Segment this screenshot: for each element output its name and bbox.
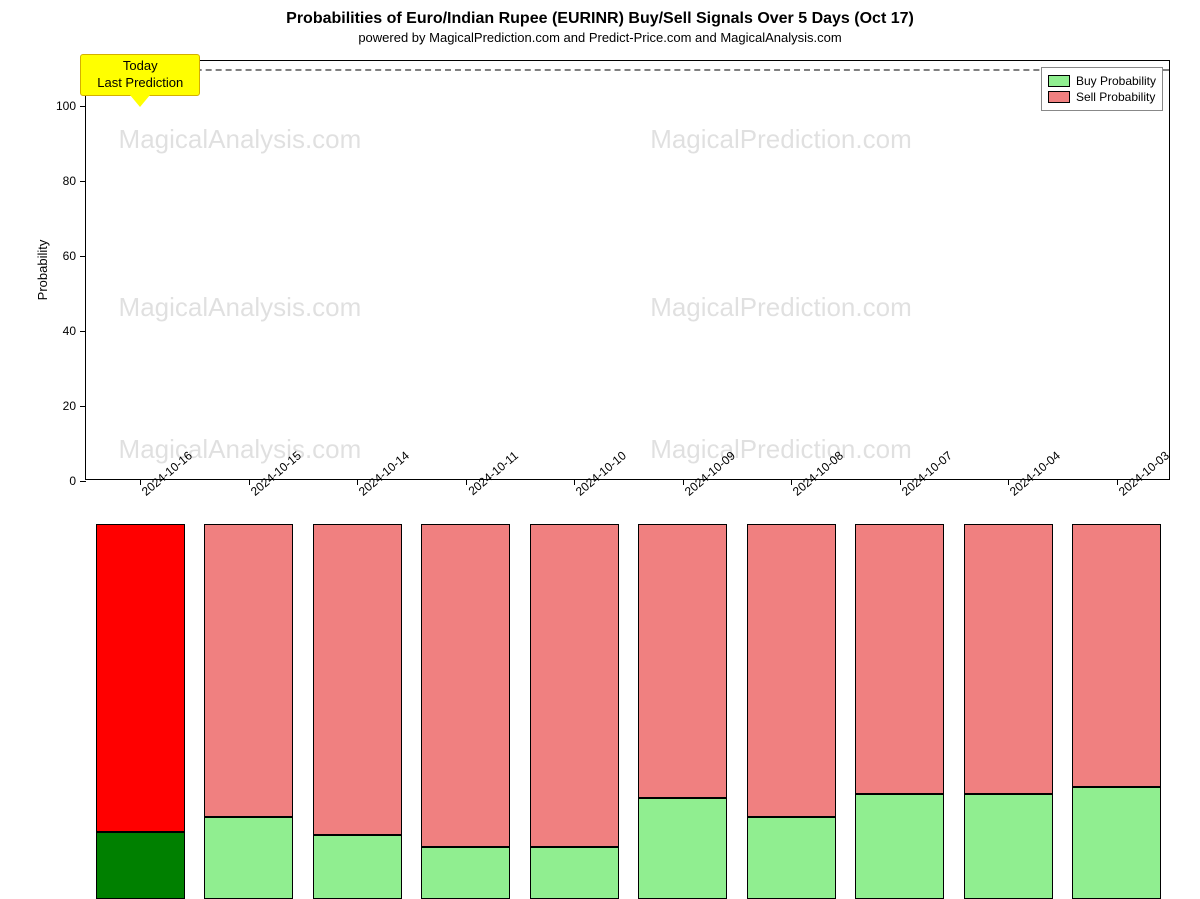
x-tick-mark [574,479,575,485]
y-tick-mark [80,106,86,107]
legend-label: Buy Probability [1076,74,1156,88]
y-tick-label: 40 [63,324,76,338]
x-tick-mark [466,479,467,485]
bar-sell [96,524,185,832]
bar-buy [96,832,185,899]
legend: Buy Probability Sell Probability [1041,67,1163,111]
chart-container: Probabilities of Euro/Indian Rupee (EURI… [0,0,1200,600]
today-callout: Today Last Prediction [80,54,200,96]
y-tick-label: 60 [63,249,76,263]
y-tick-label: 100 [56,99,76,113]
bar-buy [855,794,944,899]
x-tick-mark [249,479,250,485]
legend-item: Buy Probability [1048,74,1156,88]
x-tick-mark [900,479,901,485]
bar-buy [530,847,619,899]
bar-sell [964,524,1053,794]
x-tick-mark [1008,479,1009,485]
x-tick-mark [1117,479,1118,485]
bar-sell [313,524,402,835]
y-tick-mark [80,481,86,482]
bar-buy [1072,787,1161,899]
bar-buy [421,847,510,899]
plot-area: MagicalAnalysis.comMagicalPrediction.com… [85,60,1170,480]
chart-title: Probabilities of Euro/Indian Rupee (EURI… [0,0,1200,28]
bar-layer [86,61,1169,479]
bar-buy [747,817,836,899]
bar-sell [747,524,836,817]
y-tick-mark [80,406,86,407]
x-tick-mark [357,479,358,485]
bar-sell [855,524,944,794]
legend-item: Sell Probability [1048,90,1156,104]
bar-sell [204,524,293,817]
bar-buy [964,794,1053,899]
callout-tail [130,95,150,107]
x-tick-mark [683,479,684,485]
bar-sell [530,524,619,847]
x-tick-mark [140,479,141,485]
y-tick-label: 80 [63,174,76,188]
y-tick-label: 0 [69,474,76,488]
bar-buy [204,817,293,899]
y-tick-mark [80,256,86,257]
legend-label: Sell Probability [1076,90,1155,104]
callout-line1: Today [91,58,189,75]
bar-sell [638,524,727,798]
y-axis-label: Probability [35,240,50,301]
bar-buy [313,835,402,899]
y-tick-mark [80,331,86,332]
callout-line2: Last Prediction [91,75,189,92]
bar-sell [421,524,510,847]
y-tick-mark [80,181,86,182]
chart-subtitle: powered by MagicalPrediction.com and Pre… [0,28,1200,45]
y-tick-label: 20 [63,399,76,413]
legend-swatch [1048,75,1070,87]
bar-sell [1072,524,1161,787]
x-tick-mark [791,479,792,485]
bar-buy [638,798,727,899]
legend-swatch [1048,91,1070,103]
